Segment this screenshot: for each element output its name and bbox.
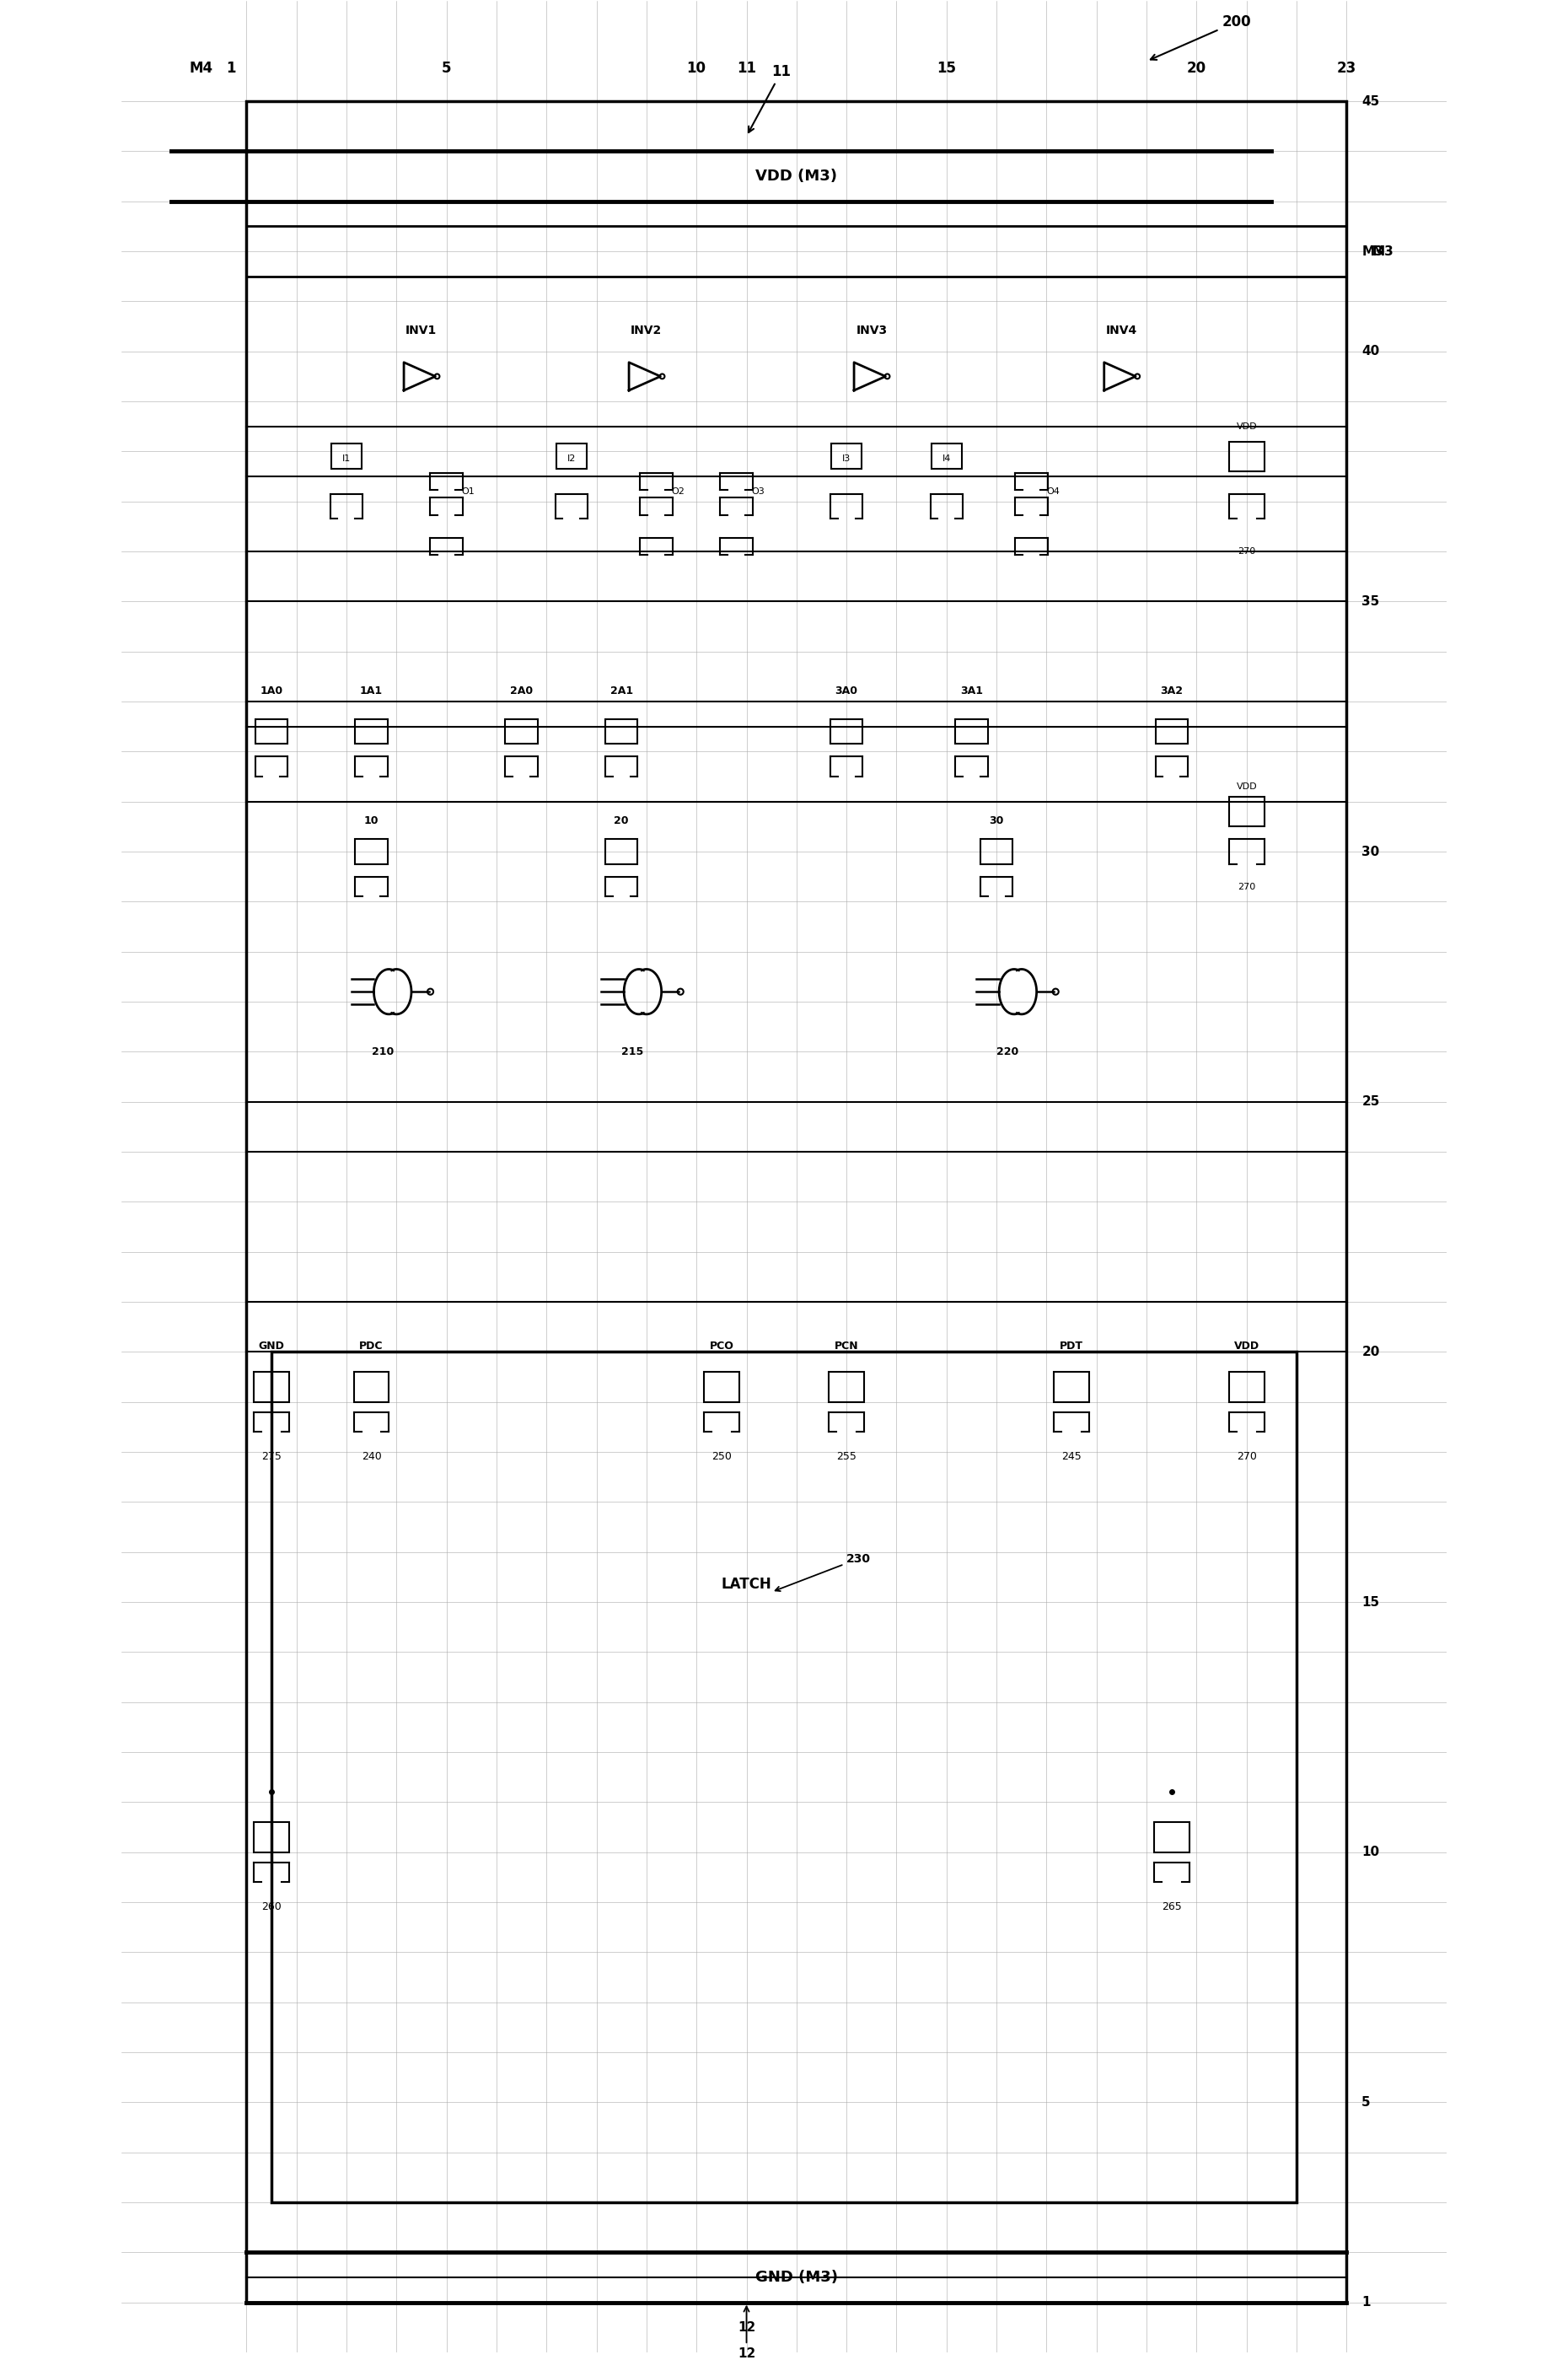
Text: 1: 1 [1361,2296,1370,2308]
Text: 20: 20 [1187,61,1206,76]
Text: 20: 20 [1361,1345,1380,1359]
Bar [829,1371,864,1402]
Bar [557,444,586,470]
Bar [354,1371,389,1402]
Bar [1229,798,1264,826]
Text: VDD: VDD [1234,1340,1259,1352]
Text: PDC: PDC [359,1340,383,1352]
Text: VDD (M3): VDD (M3) [756,168,837,184]
Text: M4: M4 [190,61,213,76]
Bar [254,1822,289,1853]
Text: I2: I2 [568,455,575,463]
Text: 3A2: 3A2 [1160,687,1182,696]
Bar [955,720,988,743]
Text: 1: 1 [226,61,237,76]
Bar [704,1371,739,1402]
Text: I1: I1 [342,455,351,463]
Text: INV3: INV3 [856,326,887,337]
Text: 245: 245 [1062,1451,1082,1463]
Bar [1229,441,1264,472]
Text: INV4: INV4 [1105,326,1137,337]
Text: 5: 5 [442,61,452,76]
Text: 11: 11 [737,61,756,76]
Text: INV1: INV1 [406,326,437,337]
Bar [831,444,861,470]
Bar [271,1352,1297,2202]
Text: 12: 12 [737,2322,756,2334]
Bar [256,720,287,743]
Bar [931,444,961,470]
Text: 215: 215 [621,1048,643,1057]
Text: 10: 10 [364,817,379,826]
Bar [354,720,387,743]
Bar [354,840,387,864]
Text: 200: 200 [1151,14,1251,59]
Text: 40: 40 [1361,345,1380,359]
Bar [254,1371,289,1402]
Text: 250: 250 [712,1451,732,1463]
Bar [1154,1822,1189,1853]
Text: M3: M3 [1361,245,1383,257]
Text: 30: 30 [1361,845,1380,859]
Bar [1054,1371,1090,1402]
Bar [831,720,862,743]
Text: 5: 5 [1361,2096,1370,2107]
Text: 275: 275 [262,1451,281,1463]
Text: 1A1: 1A1 [361,687,383,696]
Text: 265: 265 [1162,1902,1182,1912]
Text: 12: 12 [737,2306,756,2360]
Text: 10: 10 [1361,1846,1380,1857]
Bar [1229,1371,1264,1402]
Text: 240: 240 [361,1451,381,1463]
Text: 230: 230 [775,1553,870,1591]
Text: 35: 35 [1361,595,1380,609]
Text: PDT: PDT [1060,1340,1083,1352]
Text: 3A1: 3A1 [960,687,983,696]
Text: PCN: PCN [834,1340,859,1352]
Bar [505,720,538,743]
Bar [605,840,638,864]
Text: 15: 15 [1361,1595,1380,1610]
Text: 23: 23 [1338,61,1356,76]
Text: 260: 260 [262,1902,281,1912]
Text: 220: 220 [997,1048,1019,1057]
Text: 45: 45 [1361,94,1380,109]
Bar [980,840,1013,864]
Text: 30: 30 [989,817,1004,826]
Bar [246,101,1347,2303]
Text: I3: I3 [842,455,851,463]
Text: PCO: PCO [709,1340,734,1352]
Text: 3A0: 3A0 [836,687,858,696]
Text: VDD: VDD [1236,422,1258,430]
Text: 270: 270 [1237,883,1256,890]
Text: 11: 11 [748,64,790,132]
Text: GND (M3): GND (M3) [756,2270,837,2284]
Text: M3: M3 [1372,245,1394,257]
Text: I4: I4 [942,455,950,463]
Text: INV2: INV2 [630,326,662,337]
Bar [1156,720,1189,743]
Text: 1A0: 1A0 [260,687,282,696]
Text: 270: 270 [1237,1451,1256,1463]
Text: LATCH: LATCH [721,1576,771,1593]
Text: 255: 255 [836,1451,856,1463]
Text: 2A0: 2A0 [510,687,533,696]
Text: 270: 270 [1237,548,1256,555]
Bar [605,720,638,743]
Text: 20: 20 [615,817,629,826]
Text: 210: 210 [372,1048,394,1057]
Text: 15: 15 [936,61,956,76]
Text: 2A1: 2A1 [610,687,633,696]
Bar [331,444,361,470]
Text: GND: GND [259,1340,284,1352]
Text: O1: O1 [461,486,475,496]
Text: 10: 10 [687,61,706,76]
Text: O3: O3 [751,486,765,496]
Text: VDD: VDD [1236,784,1258,791]
Text: 25: 25 [1361,1095,1380,1109]
Text: O4: O4 [1046,486,1060,496]
Text: O2: O2 [671,486,685,496]
